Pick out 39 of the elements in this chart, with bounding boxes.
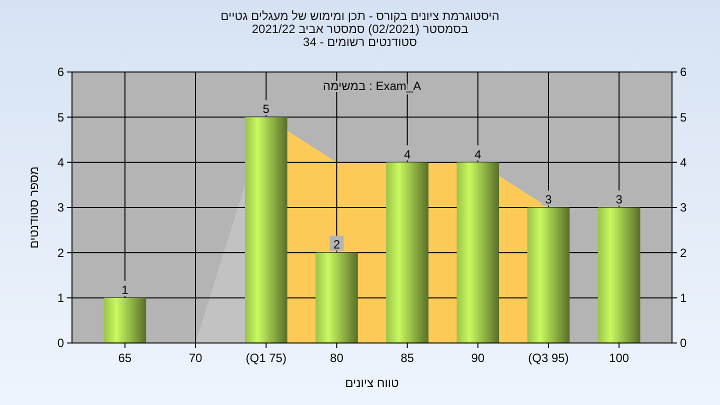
bar — [456, 162, 500, 343]
data-label: 1 — [122, 282, 129, 297]
y2-tick-label: 2 — [680, 246, 687, 260]
y-tick-label: 0 — [57, 336, 64, 350]
y-tick-label: 1 — [57, 291, 64, 306]
bar — [316, 252, 358, 343]
bar — [386, 162, 428, 343]
y2-tick-label: 0 — [680, 336, 687, 350]
bar — [598, 208, 640, 343]
data-label: 5 — [262, 102, 270, 116]
y-axis-title: מספר סטודנטים — [27, 166, 41, 249]
data-label: 4 — [404, 147, 411, 162]
y2-tick-label: 1 — [680, 291, 687, 306]
bar — [104, 298, 146, 343]
y-tick-label: 5 — [57, 110, 64, 124]
data-label: 4 — [474, 147, 482, 162]
y2-tick-label: 6 — [680, 65, 687, 80]
x-tick-label: 100 — [609, 351, 630, 365]
x-tick-label: (Q1 75) — [246, 351, 286, 365]
chart-subtitle: בסמסטר (02/2021) סמסטר אביב 2021/22 סטודנטים רשומים - 34 — [252, 22, 468, 49]
x-tick-label: 90 — [471, 351, 485, 365]
y-tick-label: 6 — [57, 65, 64, 80]
y2-tick-label: 3 — [680, 200, 687, 215]
y-tick-label: 2 — [57, 246, 64, 260]
x-tick-label: 80 — [330, 351, 344, 365]
x-tick-label: 70 — [188, 351, 203, 365]
y-tick-label: 4 — [57, 156, 64, 170]
chart-title: היסטוגרמת ציונים בקורס - תכן ומימוש של מעגלים גטיים — [220, 9, 500, 23]
x-axis-title: טווח ציונים — [345, 376, 400, 390]
y2-tick-label: 5 — [680, 110, 687, 124]
y-tick-label: 3 — [57, 200, 64, 215]
data-label: 3 — [545, 192, 552, 206]
x-tick-label: 65 — [118, 351, 132, 365]
x-tick-label: 85 — [400, 351, 414, 365]
data-label: 2 — [333, 238, 340, 252]
x-tick-label: (Q3 95) — [528, 351, 569, 365]
data-label: 3 — [616, 192, 623, 206]
y2-tick-label: 4 — [680, 156, 687, 170]
bar — [527, 208, 570, 343]
